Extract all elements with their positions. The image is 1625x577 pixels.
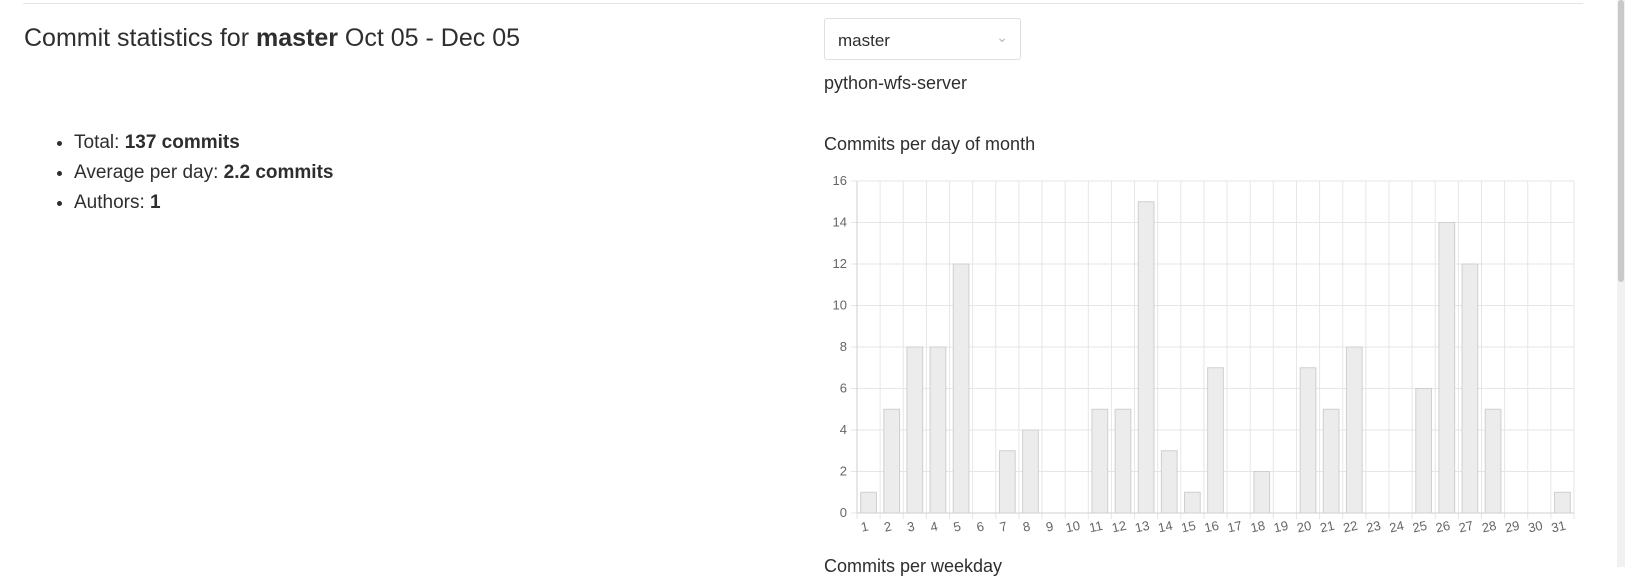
y-tick-label: 4 (840, 422, 847, 437)
x-tick-label: 1 (860, 519, 870, 535)
bar-day-15 (1184, 491, 1201, 514)
stat-total-value: 137 commits (124, 132, 240, 153)
title-prefix: Commit statistics for (24, 24, 256, 52)
x-tick-label: 10 (1064, 518, 1081, 536)
stat-average-value: 2.2 commits (223, 162, 334, 183)
x-tick-label: 21 (1319, 518, 1336, 536)
x-tick-label: 7 (998, 519, 1008, 535)
stat-authors: Authors: 1 (74, 188, 333, 218)
chart-caption: Commits per day of month (824, 134, 1036, 154)
x-tick-label: 8 (1021, 519, 1031, 535)
stat-authors-label: Authors: (74, 192, 151, 213)
x-tick-label: 12 (1110, 518, 1127, 536)
title-date-range: Oct 05 - Dec 05 (337, 24, 521, 52)
bar-day-27 (1461, 263, 1479, 514)
y-tick-label: 16 (833, 173, 847, 188)
x-tick-label: 29 (1504, 518, 1521, 536)
stats-list: Total: 137 commits Average per day: 2.2 … (51, 128, 333, 218)
bar-day-12 (1114, 408, 1132, 514)
x-tick-label: 30 (1527, 518, 1544, 536)
stat-average-label: Average per day: (74, 162, 224, 183)
x-tick-label: 28 (1480, 518, 1497, 536)
page-scrollbar[interactable] (1617, 0, 1625, 567)
branch-select[interactable]: master ⌄ (824, 18, 1021, 60)
x-tick-label: 24 (1388, 518, 1405, 536)
x-tick-label: 31 (1550, 518, 1567, 536)
y-tick-label: 0 (840, 505, 847, 520)
x-tick-label: 22 (1342, 518, 1359, 536)
x-tick-label: 14 (1157, 518, 1174, 536)
stat-total: Total: 137 commits (74, 128, 333, 158)
x-tick-label: 3 (906, 519, 916, 535)
x-tick-label: 6 (975, 519, 985, 535)
stat-total-label: Total: (74, 132, 125, 153)
x-tick-label: 19 (1272, 518, 1289, 536)
x-tick-label: 17 (1226, 518, 1243, 536)
y-tick-label: 2 (840, 464, 847, 479)
x-tick-label: 16 (1203, 518, 1220, 536)
x-tick-label: 4 (929, 519, 939, 535)
x-tick-label: 20 (1295, 518, 1312, 536)
x-tick-label: 15 (1180, 518, 1197, 536)
top-divider (23, 3, 1583, 4)
y-tick-label: 14 (833, 215, 847, 230)
bar-day-1 (860, 491, 877, 514)
x-tick-label: 2 (883, 519, 893, 535)
bar-day-11 (1091, 408, 1109, 514)
branch-select-value: master (838, 31, 890, 50)
stat-authors-value: 1 (150, 192, 161, 213)
bar-day-31 (1554, 491, 1571, 514)
bar-day-5 (952, 263, 970, 514)
bar-day-4 (929, 346, 947, 514)
bar-day-28 (1484, 408, 1502, 514)
scrollbar-thumb[interactable] (1618, 0, 1624, 282)
bar-day-16 (1207, 367, 1224, 514)
bar-day-22 (1345, 346, 1363, 514)
bar-day-7 (998, 450, 1016, 514)
x-tick-label: 26 (1434, 518, 1451, 536)
stat-average: Average per day: 2.2 commits (74, 158, 333, 188)
y-tick-label: 12 (833, 256, 847, 271)
title-branch: master (255, 24, 338, 52)
bar-day-20 (1299, 367, 1317, 514)
x-tick-label: 5 (952, 519, 962, 535)
y-tick-label: 6 (840, 381, 847, 396)
bar-day-25 (1415, 388, 1433, 514)
bar-day-18 (1253, 471, 1271, 514)
bar-day-26 (1438, 222, 1456, 514)
page-title: Commit statistics for master Oct 05 - De… (24, 24, 520, 53)
x-tick-label: 23 (1365, 518, 1382, 536)
chevron-down-icon: ⌄ (996, 29, 1008, 45)
bar-day-21 (1322, 408, 1340, 514)
bar-day-13 (1137, 201, 1155, 514)
x-tick-label: 25 (1411, 518, 1428, 536)
y-tick-label: 10 (833, 298, 847, 313)
x-tick-label: 9 (1045, 519, 1055, 535)
x-tick-label: 27 (1457, 518, 1474, 536)
x-tick-label: 18 (1249, 518, 1266, 536)
x-tick-label: 11 (1088, 518, 1104, 535)
bar-day-8 (1022, 429, 1039, 514)
bar-day-14 (1160, 450, 1178, 514)
y-tick-label: 8 (840, 339, 847, 354)
project-name: python-wfs-server (824, 73, 968, 93)
x-tick-label: 13 (1134, 518, 1151, 536)
bar-day-2 (883, 408, 901, 514)
bar-day-3 (906, 346, 924, 514)
